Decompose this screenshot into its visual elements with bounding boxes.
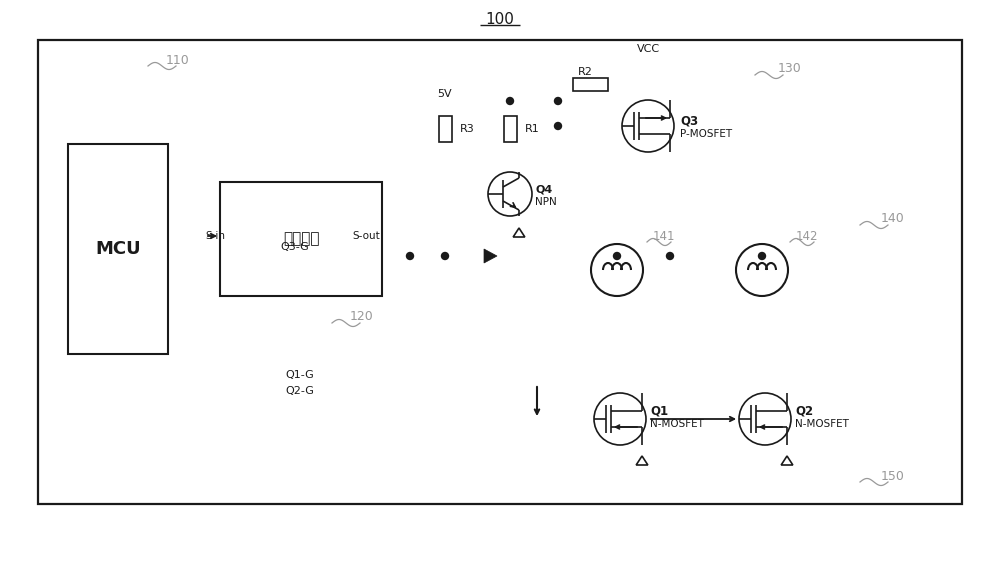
- Text: 130: 130: [778, 63, 802, 76]
- Text: Q2: Q2: [795, 405, 813, 417]
- Text: Q2-G: Q2-G: [286, 386, 314, 396]
- Circle shape: [666, 253, 674, 259]
- Text: 安全模块: 安全模块: [283, 231, 319, 246]
- Text: 141: 141: [653, 230, 676, 242]
- Circle shape: [488, 172, 532, 216]
- Bar: [537, 194, 867, 346]
- Text: P-MOSFET: P-MOSFET: [680, 129, 732, 139]
- Bar: [438, 116, 452, 142]
- Circle shape: [622, 100, 674, 152]
- Text: 142: 142: [796, 230, 818, 242]
- Text: Q3: Q3: [680, 114, 698, 127]
- Text: S-in: S-in: [205, 231, 225, 241]
- Bar: [220, 182, 382, 296]
- Text: R1: R1: [525, 124, 540, 134]
- Bar: [190, 164, 410, 314]
- Bar: [38, 40, 962, 504]
- Text: NPN: NPN: [535, 197, 557, 207]
- Text: N-MOSFET: N-MOSFET: [650, 419, 704, 429]
- Circle shape: [554, 122, 562, 130]
- Text: VCC: VCC: [636, 44, 660, 54]
- Circle shape: [554, 98, 562, 104]
- Bar: [55, 48, 235, 486]
- Circle shape: [739, 393, 791, 445]
- Text: S-out: S-out: [352, 231, 380, 241]
- Text: MCU: MCU: [95, 240, 141, 258]
- Circle shape: [507, 98, 514, 104]
- Text: 100: 100: [486, 11, 514, 26]
- Text: 150: 150: [881, 470, 905, 483]
- Bar: [400, 44, 710, 219]
- Bar: [572, 77, 608, 91]
- Text: Q3-G: Q3-G: [281, 242, 309, 252]
- Text: 110: 110: [166, 53, 190, 67]
- Circle shape: [759, 253, 766, 259]
- Bar: [504, 116, 516, 142]
- Text: Q1-G: Q1-G: [286, 370, 314, 380]
- Text: Q4: Q4: [535, 184, 552, 194]
- Text: 120: 120: [350, 311, 374, 324]
- Circle shape: [594, 393, 646, 445]
- Circle shape: [614, 253, 620, 259]
- Text: R2: R2: [578, 67, 592, 77]
- Text: 5V: 5V: [438, 89, 452, 99]
- Circle shape: [442, 253, 448, 259]
- Text: 140: 140: [881, 212, 905, 226]
- Circle shape: [736, 244, 788, 296]
- Polygon shape: [484, 249, 497, 263]
- Circle shape: [406, 253, 414, 259]
- Text: R3: R3: [460, 124, 475, 134]
- Text: Q1: Q1: [650, 405, 668, 417]
- Circle shape: [591, 244, 643, 296]
- Bar: [537, 352, 867, 484]
- Bar: [68, 144, 168, 354]
- Text: N-MOSFET: N-MOSFET: [795, 419, 849, 429]
